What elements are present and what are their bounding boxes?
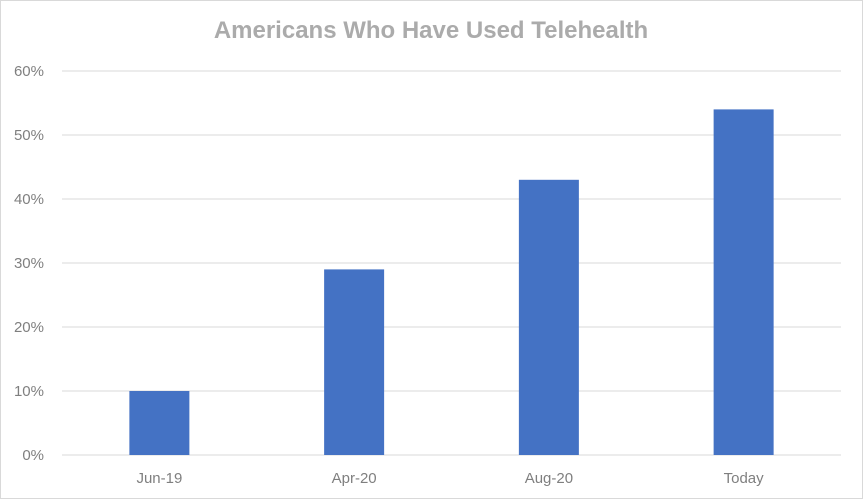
x-tick-label: Apr-20 xyxy=(332,470,377,487)
y-tick-label: 20% xyxy=(14,319,44,336)
y-tick-label: 30% xyxy=(14,255,44,272)
x-tick-label: Jun-19 xyxy=(136,470,182,487)
y-tick-label: 0% xyxy=(22,447,44,464)
bar xyxy=(324,269,385,455)
y-tick-label: 40% xyxy=(14,191,44,208)
y-tick-label: 60% xyxy=(14,63,44,80)
gridlines xyxy=(62,70,841,456)
bars xyxy=(129,109,774,456)
y-tick-label: 10% xyxy=(14,383,44,400)
bar xyxy=(129,391,190,455)
bar xyxy=(518,179,579,456)
x-tick-label: Aug-20 xyxy=(525,470,573,487)
y-tick-label: 50% xyxy=(14,127,44,144)
y-axis-ticks: 0% 10% 20% 30% 40% 50% 60% xyxy=(14,63,44,464)
bar xyxy=(713,109,774,456)
x-tick-label: Today xyxy=(724,470,765,487)
chart-title: Americans Who Have Used Telehealth xyxy=(214,17,648,44)
x-axis-ticks: Jun-19 Apr-20 Aug-20 Today xyxy=(136,470,764,487)
